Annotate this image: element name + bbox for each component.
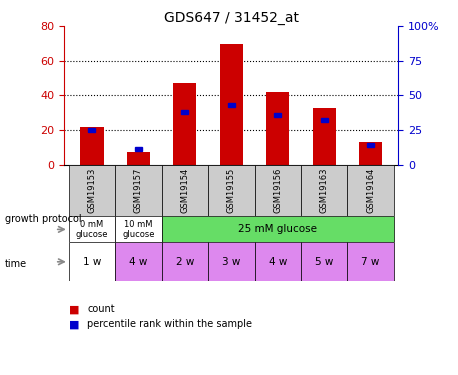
Text: GSM19155: GSM19155 bbox=[227, 168, 236, 213]
Bar bbox=[255, 242, 301, 281]
Bar bbox=[162, 216, 394, 242]
Text: count: count bbox=[87, 304, 114, 314]
Bar bbox=[88, 128, 95, 132]
Bar bbox=[312, 108, 336, 165]
Bar bbox=[181, 110, 188, 114]
Bar bbox=[347, 242, 394, 281]
Bar bbox=[115, 165, 162, 216]
Text: ■: ■ bbox=[69, 304, 79, 314]
Bar bbox=[69, 242, 115, 281]
Bar bbox=[80, 126, 104, 165]
Bar bbox=[367, 143, 374, 147]
Text: 5 w: 5 w bbox=[315, 257, 333, 267]
Text: ■: ■ bbox=[69, 320, 79, 329]
Text: 4 w: 4 w bbox=[268, 257, 287, 267]
Text: GSM19163: GSM19163 bbox=[320, 168, 329, 213]
Bar bbox=[162, 242, 208, 281]
Bar bbox=[115, 216, 162, 242]
Bar bbox=[301, 165, 347, 216]
Bar bbox=[301, 242, 347, 281]
Text: 7 w: 7 w bbox=[361, 257, 380, 267]
Text: GSM19154: GSM19154 bbox=[180, 168, 189, 213]
Bar bbox=[173, 83, 196, 165]
Bar bbox=[359, 142, 382, 165]
Text: 1 w: 1 w bbox=[83, 257, 101, 267]
Text: GSM19156: GSM19156 bbox=[273, 168, 282, 213]
Text: percentile rank within the sample: percentile rank within the sample bbox=[87, 320, 252, 329]
Bar bbox=[220, 44, 243, 165]
Text: 4 w: 4 w bbox=[129, 257, 147, 267]
Text: growth protocol: growth protocol bbox=[5, 214, 81, 224]
Text: GSM19153: GSM19153 bbox=[87, 168, 97, 213]
Text: GSM19157: GSM19157 bbox=[134, 168, 143, 213]
Bar bbox=[347, 165, 394, 216]
Bar bbox=[162, 165, 208, 216]
Bar bbox=[228, 103, 235, 107]
Title: GDS647 / 31452_at: GDS647 / 31452_at bbox=[164, 11, 299, 25]
Bar bbox=[208, 165, 255, 216]
Text: 3 w: 3 w bbox=[222, 257, 240, 267]
Bar bbox=[266, 92, 289, 165]
Text: 2 w: 2 w bbox=[176, 257, 194, 267]
Text: GSM19164: GSM19164 bbox=[366, 168, 375, 213]
Text: 10 mM
glucose: 10 mM glucose bbox=[122, 220, 155, 239]
Bar bbox=[135, 147, 142, 151]
Text: 25 mM glucose: 25 mM glucose bbox=[238, 224, 317, 234]
Text: 0 mM
glucose: 0 mM glucose bbox=[76, 220, 108, 239]
Bar bbox=[208, 242, 255, 281]
Bar bbox=[274, 113, 281, 117]
Bar bbox=[69, 216, 115, 242]
Bar bbox=[255, 165, 301, 216]
Bar bbox=[321, 118, 327, 122]
Text: time: time bbox=[5, 260, 27, 269]
Bar bbox=[69, 165, 115, 216]
Bar bbox=[115, 242, 162, 281]
Bar bbox=[127, 153, 150, 165]
